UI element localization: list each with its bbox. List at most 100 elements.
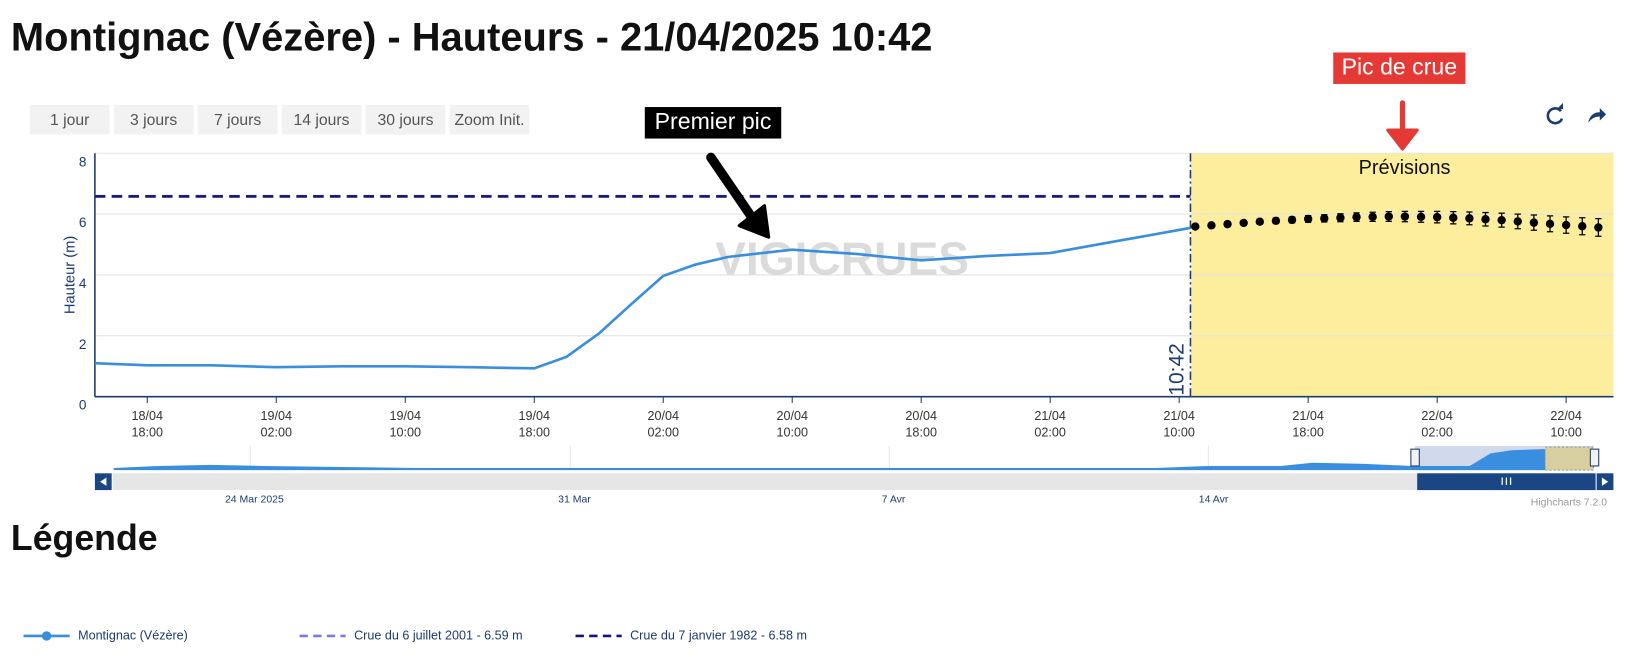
range-button[interactable]: 1 jour (29, 104, 110, 135)
button-label: Zoom Init. (454, 112, 524, 129)
forecast-point (1223, 219, 1232, 229)
x-tick-label-box: 20/04 10:00 (776, 408, 808, 440)
forecast-point (1561, 220, 1571, 230)
share-icon[interactable] (1588, 108, 1607, 123)
annotation-box (644, 107, 782, 139)
forecast-point (1207, 221, 1216, 230)
forecast-point (1320, 214, 1329, 223)
annotation-box (1333, 52, 1466, 84)
x-tick-label: 18/04 18:00 (131, 408, 164, 440)
x-tick-label-box: 19/04 10:00 (389, 408, 422, 440)
x-tick-label: 20/04 18:00 (905, 408, 937, 440)
scrollbar-arrow (100, 477, 107, 486)
navigator-handle[interactable] (1589, 448, 1600, 467)
page-title: Montignac (Vézère) - Hauteurs - 21/04/20… (11, 15, 933, 59)
forecast-point (1368, 212, 1377, 222)
x-tick-label-box: 21/04 10:00 (1163, 408, 1195, 440)
range-button[interactable]: 7 jours (197, 104, 278, 135)
annotation-arrow (706, 152, 759, 226)
forecast-point (1465, 214, 1474, 223)
forecast-point (1287, 215, 1297, 225)
forecast-point (1416, 212, 1426, 222)
navigator-forecast (1544, 446, 1595, 471)
legend-label: Crue du 6 juillet 2001 - 6.59 m (354, 628, 523, 642)
scrollbar-grip (1501, 477, 1512, 485)
now-label: 10:42 (1165, 343, 1188, 395)
refresh-icon[interactable] (1546, 102, 1564, 125)
range-button[interactable]: Zoom Init. (449, 104, 530, 135)
navigator-label: 7 Avr (882, 494, 906, 505)
forecast-label: Prévisions (1359, 157, 1451, 179)
x-tick-label: 20/04 10:00 (776, 408, 808, 440)
legend-symbol (41, 631, 52, 641)
navigator-area (113, 448, 1594, 471)
forecast-point (1497, 215, 1506, 225)
button-label: 1 jour (50, 112, 89, 129)
x-tick-label: 21/04 18:00 (1292, 408, 1324, 440)
scrollbar-track (112, 473, 1596, 491)
forecast-point (1271, 216, 1281, 225)
x-tick-label-box: 22/04 10:00 (1550, 408, 1582, 440)
annotation-arrowhead (1386, 128, 1419, 151)
button-bg (449, 104, 530, 135)
y-tick-label: 2 (79, 337, 87, 352)
data-line (94, 226, 1191, 370)
forecast-point (1481, 215, 1490, 224)
navigator-label: 24 Mar 2025 (225, 494, 284, 505)
y-tick-label: 8 (79, 154, 87, 169)
forecast-point (1384, 212, 1393, 221)
forecast-point (1400, 212, 1410, 221)
navigator-label: 14 Avr (1199, 494, 1229, 505)
button-label: 14 jours (294, 112, 350, 129)
x-tick-label: 21/04 10:00 (1163, 408, 1195, 440)
forecast-point (1529, 218, 1539, 227)
x-tick-label: 19/04 02:00 (260, 408, 293, 440)
x-tick-label-box: 19/04 02:00 (260, 408, 293, 440)
x-tick-label: 20/04 02:00 (647, 408, 679, 440)
button-bg (197, 104, 278, 135)
forecast-point (1239, 218, 1248, 228)
range-button[interactable]: 30 jours (365, 104, 446, 135)
x-tick-label-box: 20/04 18:00 (905, 408, 937, 440)
button-label: 30 jours (378, 112, 434, 129)
y-tick-label: 0 (79, 398, 87, 413)
button-bg (29, 104, 110, 135)
annotation-text: Premier pic (655, 108, 772, 134)
y-tick-label: 4 (79, 276, 87, 291)
scrollbar-arrow (1601, 477, 1609, 486)
forecast-point (1191, 222, 1200, 231)
navigator-handle[interactable] (1410, 448, 1420, 467)
x-tick-label-box: 21/04 02:00 (1034, 408, 1066, 440)
legend-label: Montignac (Vézère) (78, 628, 188, 642)
x-tick-label: 22/04 02:00 (1421, 408, 1453, 440)
x-tick-label: 22/04 10:00 (1550, 408, 1582, 440)
forecast-point (1545, 219, 1555, 229)
forecast-point (1303, 214, 1313, 224)
forecast-point (1336, 213, 1345, 222)
range-button[interactable]: 3 jours (113, 104, 194, 135)
forecast-point (1255, 217, 1264, 226)
x-tick-label-box: 20/04 02:00 (647, 408, 679, 440)
x-tick-label-box: 18/04 18:00 (131, 408, 164, 440)
forecast-point (1578, 222, 1587, 231)
legend-label: Crue du 7 janvier 1982 - 6.58 m (630, 628, 807, 642)
y-tick-label: 6 (79, 215, 87, 230)
x-tick-label: 21/04 02:00 (1034, 408, 1066, 440)
x-tick-label-box: 21/04 18:00 (1292, 408, 1324, 440)
range-button[interactable]: 14 jours (281, 104, 362, 135)
forecast-point (1513, 217, 1522, 226)
annotation-arrowhead (737, 204, 771, 239)
navigator-label: 31 Mar (558, 494, 591, 505)
legend-title: Légende (11, 518, 158, 558)
button-label: 7 jours (214, 112, 261, 129)
button-bg (113, 104, 194, 135)
forecast-point (1432, 212, 1442, 222)
forecast-point (1594, 223, 1603, 232)
x-tick-label: 19/04 10:00 (389, 408, 422, 440)
button-bg (281, 104, 362, 135)
button-bg (365, 104, 446, 135)
x-tick-label: 19/04 18:00 (518, 408, 550, 440)
watermark: VIGICRUES (715, 233, 969, 285)
annotation-text: Pic de crue (1342, 53, 1457, 79)
